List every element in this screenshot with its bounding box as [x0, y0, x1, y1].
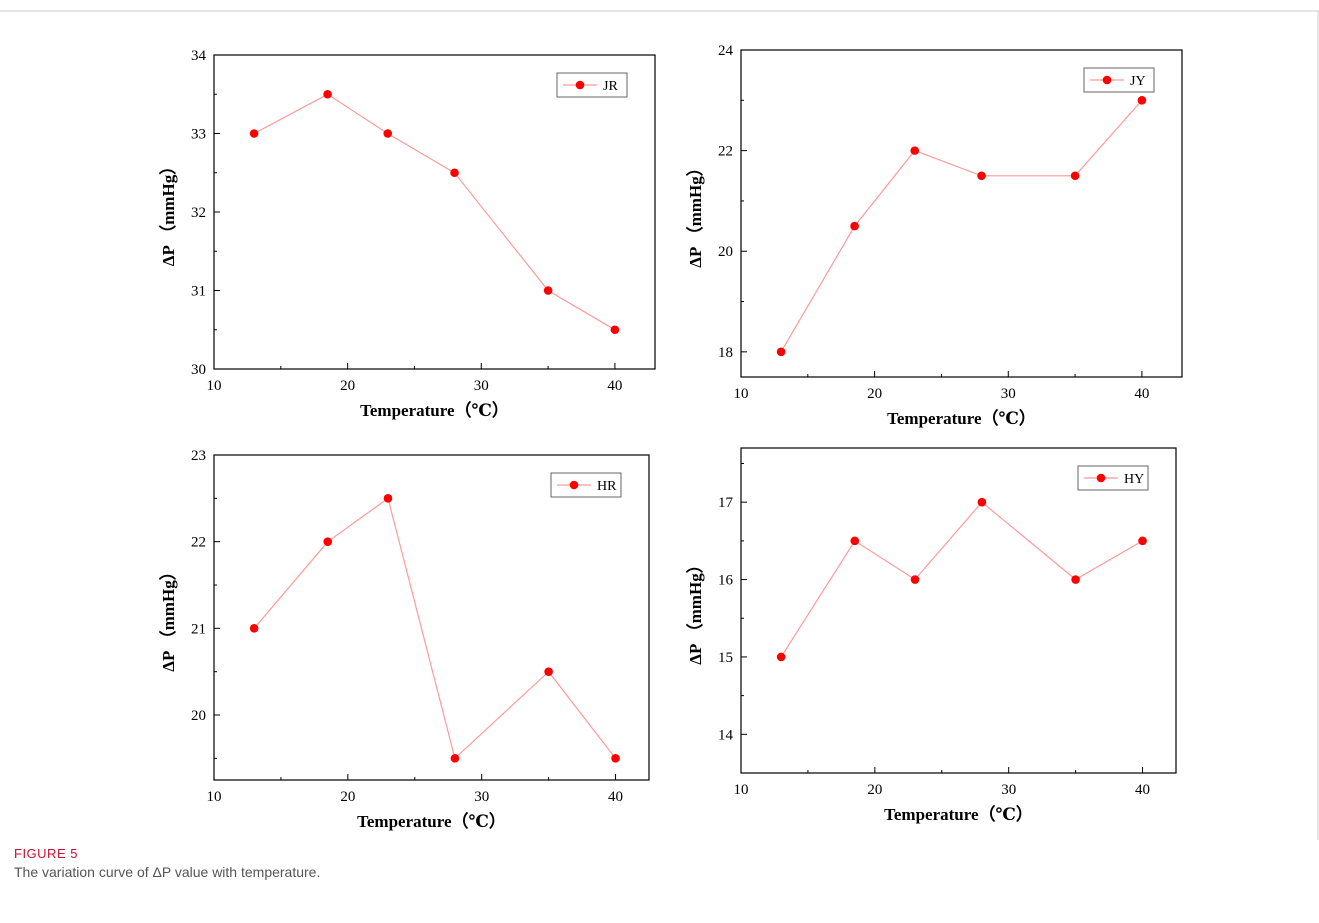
x-tick-label: 40: [608, 789, 623, 805]
x-axis-title: Temperature（℃）: [357, 811, 506, 831]
x-tick-label: 10: [207, 378, 222, 394]
y-tick-label: 34: [191, 48, 207, 64]
data-point: [1138, 536, 1147, 546]
y-axis-title: ΔP （mmHg）: [158, 563, 178, 671]
chart-panel-jy: 10 20 30 40 18 20 22 24 Temperature（℃） ΔP （mmHg） J…: [685, 43, 1183, 428]
x-tick-label: 10: [207, 789, 222, 805]
y-tick-label: 30: [191, 362, 206, 378]
y-tick-label: 16: [718, 573, 734, 589]
x-tick-label: 20: [340, 789, 355, 805]
legend-label: JR: [603, 79, 618, 94]
x-axis-title: Temperature（℃）: [887, 408, 1036, 428]
y-tick-label: 23: [191, 448, 206, 464]
y-tick-label: 18: [718, 345, 733, 361]
y-tick-label: 15: [718, 650, 733, 666]
data-point: [383, 494, 393, 503]
plot-frame: [740, 49, 1183, 378]
data-point: [544, 667, 553, 676]
legend-label: JY: [1130, 74, 1146, 89]
figure-caption: FIGURE 5 The variation curve of ΔP value…: [14, 846, 1304, 880]
x-tick-label: 10: [734, 386, 749, 402]
data-point: [249, 129, 259, 138]
plot-frame: [213, 454, 650, 781]
x-tick-label: 20: [340, 378, 355, 394]
y-tick-label: 21: [191, 621, 206, 637]
data-point: [850, 536, 860, 546]
charts-canvas: 10 20 30 40 30 31 32 33 34 Temperature（℃） ΔP （mmHg…: [0, 10, 1319, 840]
data-point: [383, 129, 393, 138]
x-tick-label: 40: [607, 378, 622, 394]
x-tick-label: 20: [867, 386, 882, 402]
series-line: [253, 497, 616, 760]
data-point: [323, 537, 333, 546]
legend-label: HY: [1124, 472, 1144, 487]
y-tick-label: 24: [718, 43, 734, 59]
y-axis-title: ΔP （mmHg）: [158, 158, 178, 266]
data-point: [249, 624, 259, 633]
data-point: [323, 89, 332, 99]
data-point: [977, 171, 986, 181]
chart-panel-hy: 10 20 30 40 14 15 16 17 Temperature（℃） ΔP （mmHg） H…: [685, 447, 1177, 824]
data-point: [450, 168, 459, 178]
legend-marker: [569, 480, 579, 490]
y-tick-label: 14: [718, 727, 734, 743]
series-line: [780, 99, 1143, 353]
x-tick-label: 30: [474, 789, 489, 805]
data-point: [1137, 96, 1147, 105]
y-axis-title: ΔP （mmHg）: [685, 159, 705, 267]
x-axis-title: Temperature（℃）: [884, 804, 1033, 824]
data-point: [611, 754, 620, 763]
y-axis-title: ΔP （mmHg）: [685, 556, 705, 664]
series-line: [780, 501, 1143, 658]
y-tick-label: 22: [191, 535, 206, 551]
x-tick-label: 30: [1001, 386, 1016, 402]
y-tick-label: 31: [191, 284, 206, 300]
figure-label: FIGURE 5: [14, 846, 78, 861]
x-tick-label: 30: [1001, 782, 1016, 798]
y-tick-label: 20: [191, 708, 206, 724]
plot-frame: [740, 447, 1177, 774]
y-tick-label: 22: [718, 144, 733, 160]
data-point: [850, 221, 859, 231]
legend-marker: [575, 80, 585, 90]
data-point: [543, 286, 553, 295]
chart-panel-hr: 10 20 30 40 20 21 22 23 Temperature（℃） ΔP （mmHg） H…: [158, 448, 650, 831]
y-tick-label: 20: [718, 244, 733, 260]
x-tick-label: 40: [1135, 782, 1150, 798]
data-point: [610, 325, 620, 335]
series-line: [253, 93, 616, 331]
legend-marker: [1096, 473, 1106, 483]
x-tick-label: 10: [734, 782, 749, 798]
x-axis-title: Temperature（℃）: [360, 400, 509, 420]
data-point: [776, 652, 786, 662]
data-point: [910, 575, 920, 584]
plot-frame: [213, 54, 656, 370]
x-tick-label: 20: [867, 782, 882, 798]
data-point: [450, 754, 460, 763]
data-point: [776, 347, 786, 357]
x-tick-label: 30: [474, 378, 489, 394]
data-point: [910, 146, 920, 155]
x-tick-label: 40: [1134, 386, 1149, 402]
data-point: [1070, 171, 1080, 181]
legend-marker: [1102, 75, 1112, 85]
chart-panel-jr: 10 20 30 40 30 31 32 33 34 Temperature（℃） ΔP （mmHg…: [158, 48, 656, 420]
caption-text: The variation curve of ΔP value with tem…: [14, 864, 321, 880]
data-point: [977, 497, 987, 507]
y-tick-label: 32: [191, 205, 206, 221]
legend-label: HR: [597, 479, 617, 494]
data-point: [1071, 575, 1080, 584]
y-tick-label: 33: [191, 127, 206, 143]
y-tick-label: 17: [718, 495, 734, 511]
